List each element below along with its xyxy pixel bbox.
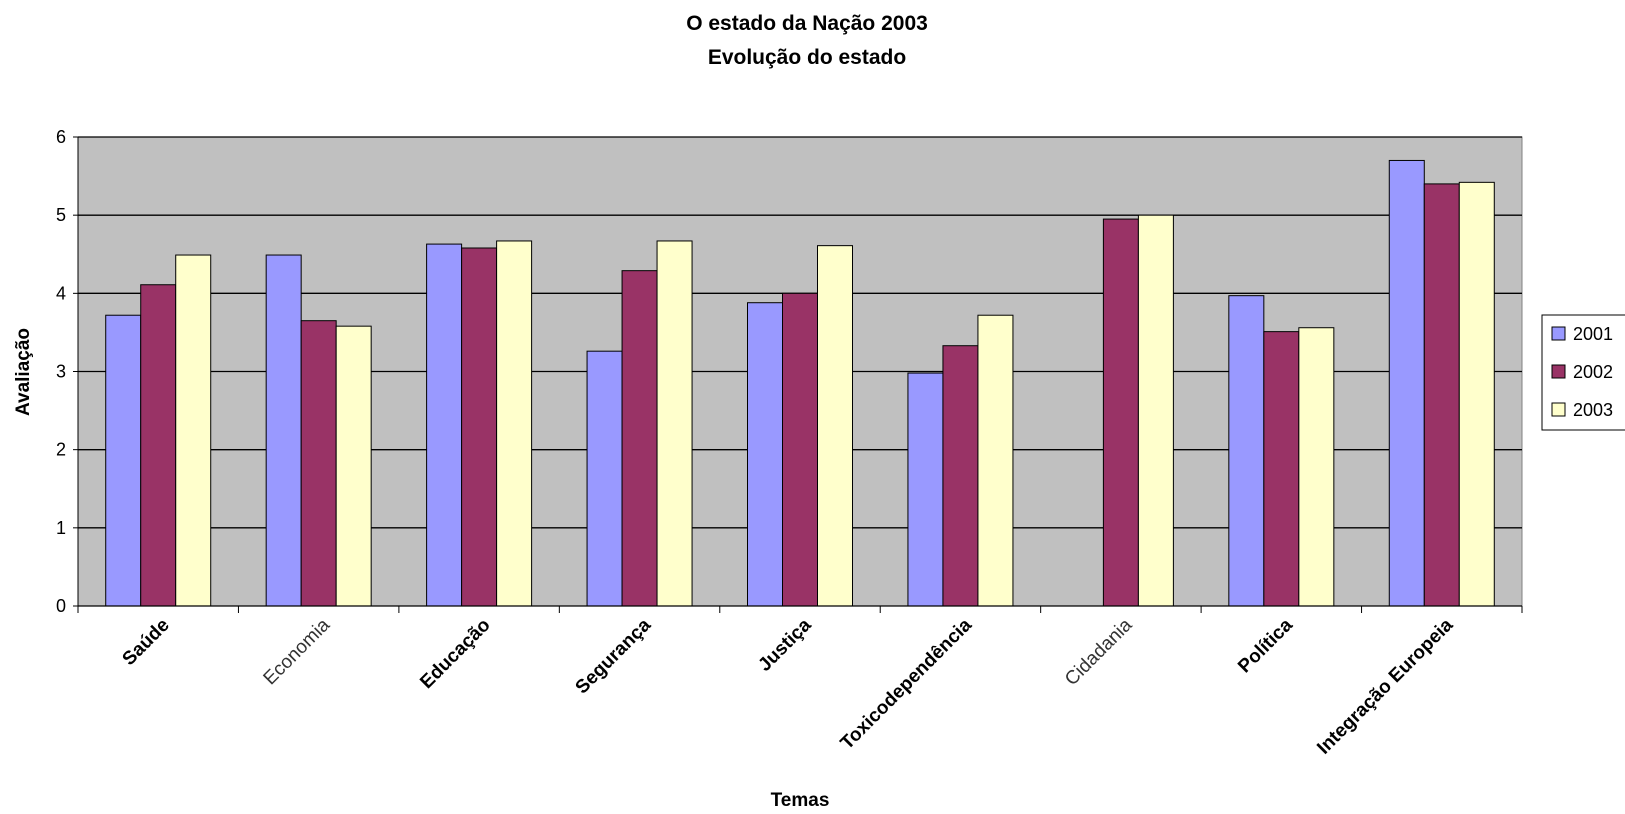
bar-2001	[265, 254, 302, 607]
y-axis-title: Avaliação	[13, 328, 34, 416]
bar-2002	[1102, 218, 1139, 607]
bar-2002	[140, 284, 177, 607]
legend-label: 2003	[1573, 400, 1613, 420]
bar-2003	[1458, 181, 1495, 607]
y-tick-label: 5	[56, 205, 66, 225]
bar-2003	[656, 240, 693, 607]
y-tick-label: 2	[56, 440, 66, 460]
x-tick-label: Integração Europeia	[1313, 614, 1457, 758]
bar-2002	[942, 345, 979, 607]
x-tick-label: Economia	[260, 614, 335, 689]
bar-2001	[747, 302, 783, 607]
chart-title: O estado da Nação 2003	[686, 12, 928, 35]
legend-swatch-2003	[1551, 402, 1566, 417]
legend: 2001 2002 2003	[1541, 314, 1625, 431]
y-tick-label: 1	[56, 518, 66, 538]
x-tick-label: Cidadania	[1061, 614, 1137, 690]
bar-2002	[621, 270, 658, 607]
bars	[105, 159, 1495, 607]
x-tick-label: Saúde	[119, 615, 174, 670]
x-axis: Saúde Economia Educação Segurança Justiça Tox…	[77, 605, 1523, 759]
bar-2001	[426, 243, 463, 607]
x-tick-label: Segurança	[572, 614, 656, 698]
bar-2001	[907, 372, 944, 607]
bar-2003	[817, 245, 853, 607]
bar-2003	[175, 254, 212, 607]
x-tick-label: Justiça	[754, 614, 815, 675]
legend-swatch-2002	[1551, 364, 1566, 379]
bar-2001	[1388, 159, 1425, 607]
bar-2003	[496, 240, 533, 607]
y-tick-label: 6	[56, 127, 66, 147]
bar-2002	[1423, 183, 1460, 607]
bar-2002	[461, 247, 498, 607]
bar-2003	[335, 325, 372, 607]
bar-2003	[1298, 327, 1335, 607]
bar-2001	[105, 314, 142, 607]
x-tick-label: Toxicodependência	[837, 614, 977, 754]
y-tick-label: 0	[56, 596, 66, 616]
bar-2002	[300, 320, 337, 607]
x-axis-title: Temas	[771, 790, 830, 811]
bar-2001	[586, 350, 623, 607]
bar-2002	[1263, 331, 1300, 607]
chart-subtitle: Evolução do estado	[708, 46, 906, 69]
x-tick-label: Educação	[416, 615, 494, 693]
bar-2001	[1228, 295, 1265, 607]
legend-label: 2001	[1573, 324, 1613, 344]
legend-label: 2002	[1573, 362, 1613, 382]
bar-2003	[1137, 214, 1174, 607]
legend-swatch-2001	[1551, 326, 1566, 341]
y-axis: 0 1 2 3 4 5 6	[56, 127, 79, 616]
bar-2002	[782, 292, 818, 607]
y-tick-label: 3	[56, 362, 66, 382]
y-tick-label: 4	[56, 283, 66, 303]
x-tick-label: Política	[1234, 614, 1297, 677]
bar-2003	[977, 314, 1014, 607]
